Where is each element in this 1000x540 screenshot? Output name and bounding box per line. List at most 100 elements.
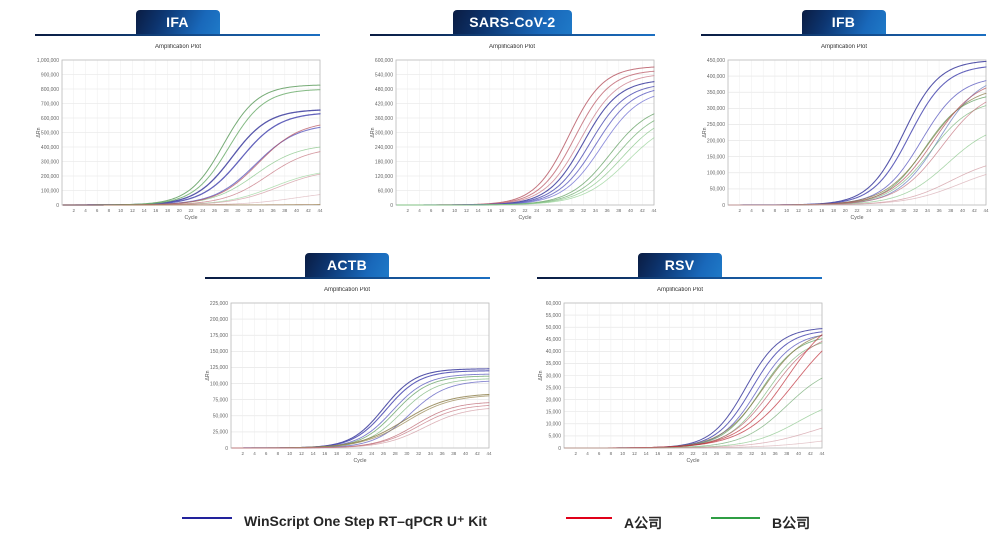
- svg-text:600,000: 600,000: [40, 116, 58, 122]
- svg-text:26: 26: [211, 208, 217, 213]
- svg-text:36: 36: [270, 208, 276, 213]
- svg-text:28: 28: [889, 208, 895, 213]
- svg-text:700,000: 700,000: [40, 101, 58, 107]
- svg-text:60,000: 60,000: [545, 301, 561, 307]
- svg-text:20: 20: [842, 208, 848, 213]
- svg-text:50,000: 50,000: [213, 414, 229, 420]
- svg-text:Cycle: Cycle: [184, 215, 197, 221]
- svg-text:26: 26: [381, 451, 387, 456]
- svg-text:22: 22: [690, 451, 696, 456]
- svg-text:10: 10: [620, 451, 626, 456]
- svg-text:200,000: 200,000: [210, 317, 228, 323]
- svg-text:300,000: 300,000: [375, 130, 393, 136]
- svg-text:12: 12: [129, 208, 135, 213]
- svg-text:20: 20: [678, 451, 684, 456]
- svg-text:10: 10: [453, 208, 459, 213]
- svg-text:44: 44: [652, 208, 658, 213]
- svg-text:225,000: 225,000: [210, 301, 228, 307]
- svg-text:18: 18: [831, 208, 837, 213]
- svg-text:44: 44: [983, 208, 989, 213]
- svg-text:28: 28: [725, 451, 731, 456]
- svg-text:150,000: 150,000: [210, 349, 228, 355]
- svg-text:28: 28: [223, 208, 229, 213]
- svg-text:Amplification Plot: Amplification Plot: [324, 287, 370, 293]
- svg-text:540,000: 540,000: [375, 72, 393, 78]
- svg-text:50,000: 50,000: [709, 187, 725, 193]
- svg-text:42: 42: [640, 208, 646, 213]
- svg-text:Cycle: Cycle: [850, 215, 863, 221]
- svg-text:100,000: 100,000: [706, 171, 724, 177]
- svg-text:16: 16: [322, 451, 328, 456]
- svg-text:44: 44: [317, 208, 323, 213]
- svg-text:22: 22: [188, 208, 194, 213]
- svg-text:450,000: 450,000: [706, 58, 724, 64]
- svg-text:22: 22: [523, 208, 529, 213]
- svg-text:Cycle: Cycle: [686, 458, 699, 464]
- svg-text:24: 24: [369, 451, 375, 456]
- svg-text:40: 40: [796, 451, 802, 456]
- svg-text:75,000: 75,000: [213, 397, 229, 403]
- svg-text:18: 18: [165, 208, 171, 213]
- svg-text:20,000: 20,000: [545, 397, 561, 403]
- svg-text:10: 10: [118, 208, 124, 213]
- svg-text:30: 30: [235, 208, 241, 213]
- svg-text:26: 26: [877, 208, 883, 213]
- svg-text:22: 22: [854, 208, 860, 213]
- svg-text:44: 44: [486, 451, 492, 456]
- svg-text:5,000: 5,000: [548, 434, 561, 440]
- svg-text:30: 30: [901, 208, 907, 213]
- svg-text:360,000: 360,000: [375, 116, 393, 122]
- svg-text:36: 36: [440, 451, 446, 456]
- svg-text:ΔRn: ΔRn: [205, 370, 211, 380]
- svg-text:1,000,000: 1,000,000: [36, 58, 58, 64]
- svg-text:25,000: 25,000: [213, 430, 229, 436]
- svg-text:34: 34: [428, 451, 434, 456]
- svg-text:240,000: 240,000: [375, 145, 393, 151]
- svg-text:500,000: 500,000: [40, 130, 58, 136]
- svg-text:0: 0: [56, 203, 59, 209]
- svg-text:14: 14: [141, 208, 147, 213]
- svg-text:20: 20: [511, 208, 517, 213]
- svg-text:16: 16: [153, 208, 159, 213]
- svg-text:16: 16: [819, 208, 825, 213]
- svg-text:0: 0: [391, 203, 394, 209]
- svg-text:18: 18: [667, 451, 673, 456]
- svg-text:24: 24: [200, 208, 206, 213]
- svg-text:20: 20: [176, 208, 182, 213]
- svg-text:350,000: 350,000: [706, 90, 724, 96]
- svg-text:Cycle: Cycle: [354, 458, 367, 464]
- svg-text:0: 0: [722, 203, 725, 209]
- svg-text:38: 38: [617, 208, 623, 213]
- svg-text:28: 28: [393, 451, 399, 456]
- svg-text:12: 12: [795, 208, 801, 213]
- svg-text:42: 42: [305, 208, 311, 213]
- svg-text:125,000: 125,000: [210, 365, 228, 371]
- svg-text:420,000: 420,000: [375, 101, 393, 107]
- svg-text:Amplification Plot: Amplification Plot: [154, 44, 200, 50]
- svg-text:28: 28: [558, 208, 564, 213]
- svg-text:175,000: 175,000: [210, 333, 228, 339]
- svg-text:30: 30: [570, 208, 576, 213]
- svg-text:12: 12: [631, 451, 637, 456]
- svg-text:600,000: 600,000: [375, 58, 393, 64]
- svg-text:ΔRn: ΔRn: [538, 370, 544, 380]
- svg-text:800,000: 800,000: [40, 87, 58, 93]
- svg-text:14: 14: [643, 451, 649, 456]
- svg-text:42: 42: [807, 451, 813, 456]
- svg-text:0: 0: [225, 446, 228, 452]
- svg-text:24: 24: [702, 451, 708, 456]
- svg-text:32: 32: [582, 208, 588, 213]
- svg-text:180,000: 180,000: [375, 159, 393, 165]
- svg-text:18: 18: [334, 451, 340, 456]
- svg-text:10,000: 10,000: [545, 422, 561, 428]
- svg-text:40: 40: [463, 451, 469, 456]
- svg-text:40: 40: [294, 208, 300, 213]
- svg-text:250,000: 250,000: [706, 122, 724, 128]
- svg-text:40: 40: [628, 208, 634, 213]
- svg-text:100,000: 100,000: [40, 188, 58, 194]
- svg-text:16: 16: [488, 208, 494, 213]
- svg-text:100,000: 100,000: [210, 381, 228, 387]
- svg-text:10: 10: [287, 451, 293, 456]
- svg-text:30: 30: [404, 451, 410, 456]
- svg-text:35,000: 35,000: [545, 361, 561, 367]
